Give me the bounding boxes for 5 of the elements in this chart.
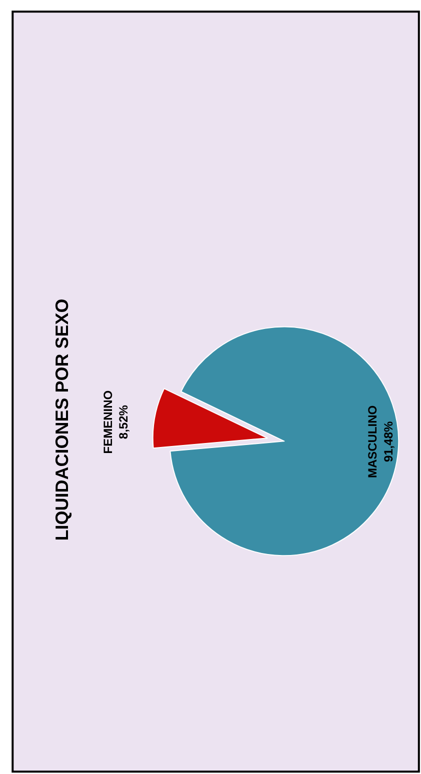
data-label: 91,48%: [381, 421, 396, 462]
slice-label: FEMENINO: [101, 390, 116, 454]
slice-label: MASCULINO: [366, 405, 380, 478]
data-label: 8,52%: [116, 404, 131, 440]
text: LIQUIDACIONES POR SEXO: [52, 298, 72, 541]
